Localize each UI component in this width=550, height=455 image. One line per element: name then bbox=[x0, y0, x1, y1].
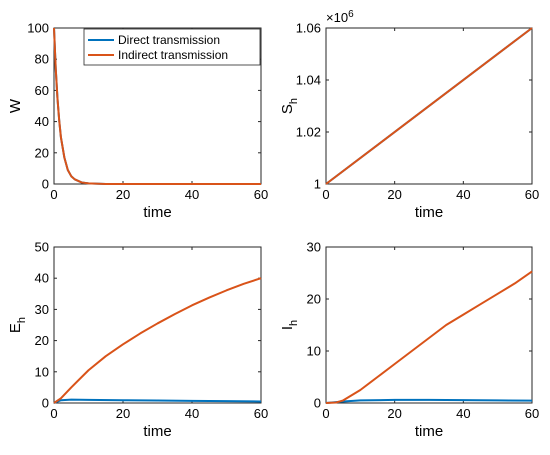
x-tick-label: 0 bbox=[322, 187, 329, 202]
y-tick-label: 20 bbox=[35, 145, 49, 160]
y-tick-label: 1 bbox=[314, 177, 321, 192]
y-tick-label: 0 bbox=[42, 177, 49, 192]
y-tick-label: 80 bbox=[35, 52, 49, 67]
y-tick-label: 1.04 bbox=[296, 73, 321, 88]
x-tick-label: 40 bbox=[456, 406, 470, 421]
y-tick-label: 30 bbox=[307, 240, 321, 255]
y-tick-label: 0 bbox=[42, 396, 49, 411]
x-axis-label: time bbox=[415, 423, 443, 440]
x-tick-label: 60 bbox=[254, 187, 268, 202]
series-line-indirect bbox=[325, 270, 533, 404]
x-tick-label: 40 bbox=[185, 187, 199, 202]
x-tick-label: 0 bbox=[50, 187, 57, 202]
y-tick-label: 1.06 bbox=[296, 21, 321, 36]
x-tick-label: 20 bbox=[116, 187, 130, 202]
legend-label-indirect: Indirect transmission bbox=[118, 48, 228, 62]
y-axis-label: Eh bbox=[7, 317, 28, 333]
y-tick-label: 30 bbox=[35, 302, 49, 317]
x-tick-label: 20 bbox=[116, 406, 130, 421]
x-tick-label: 40 bbox=[185, 406, 199, 421]
legend-label-direct: Direct transmission bbox=[118, 33, 220, 47]
y-tick-label: 60 bbox=[35, 83, 49, 98]
y-tick-label: 10 bbox=[35, 364, 49, 379]
y-exponent-label: ×106 bbox=[326, 9, 354, 25]
y-tick-label: 50 bbox=[35, 240, 49, 255]
subplot-1: 0 20 40 60 0 20 40 60 80 100 time W Direct transmiss… bbox=[7, 21, 268, 222]
x-axis-label: time bbox=[143, 423, 171, 440]
y-tick-label: 10 bbox=[307, 344, 321, 359]
y-tick-label: 0 bbox=[314, 396, 321, 411]
x-axis-label: time bbox=[143, 204, 171, 221]
x-tick-label: 20 bbox=[387, 187, 401, 202]
subplot-3: 0 20 40 60 0 10 20 30 40 50 time Eh bbox=[7, 240, 268, 441]
series-line-indirect bbox=[325, 27, 533, 185]
y-tick-label: 1.02 bbox=[296, 125, 321, 140]
series-line-direct bbox=[325, 398, 533, 404]
subplot-4: 0 20 40 60 0 10 20 30 time Ih bbox=[279, 240, 539, 441]
x-tick-label: 60 bbox=[525, 406, 539, 421]
x-tick-label: 40 bbox=[456, 187, 470, 202]
y-tick-label: 20 bbox=[307, 292, 321, 307]
x-tick-label: 60 bbox=[254, 406, 268, 421]
x-tick-label: 0 bbox=[322, 406, 329, 421]
y-tick-label: 20 bbox=[35, 333, 49, 348]
plot-area-frame bbox=[53, 246, 262, 404]
series-line-indirect bbox=[53, 27, 261, 185]
x-axis-label: time bbox=[415, 204, 443, 221]
x-tick-label: 0 bbox=[50, 406, 57, 421]
subplot-2: 0 20 40 60 1 1.02 1.04 1.06 ×106 time Sh bbox=[279, 9, 539, 221]
y-axis-label: W bbox=[7, 98, 24, 113]
series-line-indirect bbox=[53, 277, 262, 404]
x-tick-label: 20 bbox=[387, 406, 401, 421]
y-axis-label: Ih bbox=[279, 320, 300, 330]
y-tick-label: 40 bbox=[35, 271, 49, 286]
y-tick-label: 100 bbox=[27, 21, 49, 36]
y-tick-label: 40 bbox=[35, 114, 49, 129]
legend-box bbox=[83, 28, 261, 66]
y-axis-label: Sh bbox=[279, 98, 300, 114]
plot-area-frame bbox=[325, 246, 533, 404]
series-line-direct bbox=[53, 398, 262, 404]
x-tick-label: 60 bbox=[525, 187, 539, 202]
